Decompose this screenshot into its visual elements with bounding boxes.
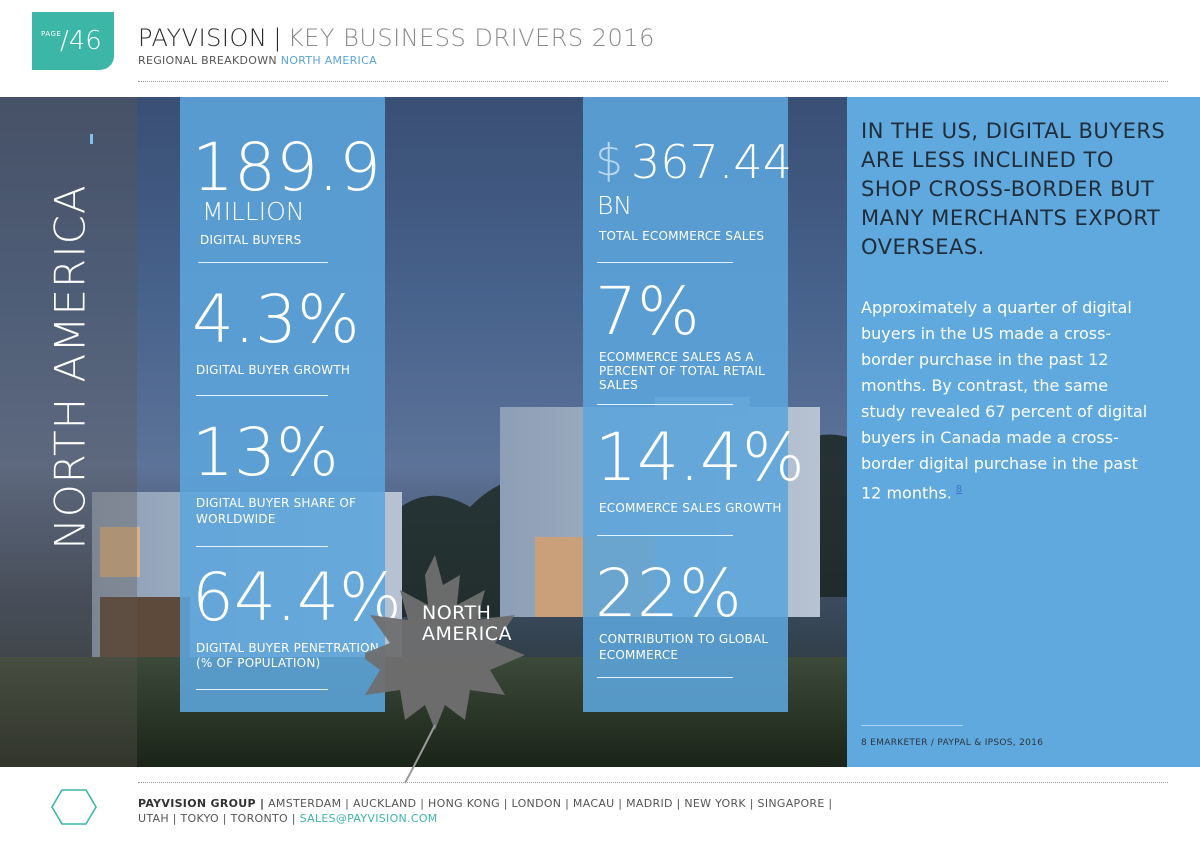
stat-currency: $	[595, 135, 623, 186]
footer-cities-1: AMSTERDAM | AUCKLAND | HONG KONG | LONDO…	[268, 797, 833, 810]
main-band: NORTH AMERICA 189.9 MILLION DIGITAL BUYE…	[0, 97, 1200, 784]
stat-divider	[196, 546, 328, 547]
stats-column-left: 189.9 MILLION DIGITAL BUYERS 4.3% DIGITA…	[180, 97, 402, 712]
stat-label: DIGITAL BUYER GROWTH	[196, 363, 351, 377]
footnote: 8 EMARKETER / PAYPAL & IPSOS, 2016	[861, 738, 1044, 748]
stat-label-line-1: DIGITAL BUYER SHARE OF	[196, 496, 357, 510]
stat-label-line-2: (% OF POPULATION)	[196, 656, 321, 670]
footer-cities-2: UTAH | TOKYO | TORONTO |	[138, 812, 296, 825]
stat-value: 367.44	[631, 135, 792, 189]
stat-unit: MILLION	[202, 197, 305, 226]
stat-label: DIGITAL BUYERS	[200, 233, 302, 247]
stat-value: 189.9	[192, 129, 381, 206]
footer-divider	[138, 782, 1168, 783]
stat-label-line-1: ECOMMERCE SALES AS A	[599, 350, 754, 364]
brand-name: PAYVISION	[138, 24, 268, 52]
stat-value: 14.4%	[595, 419, 805, 496]
maple-leaf-icon	[365, 555, 525, 784]
stat-value: 22%	[595, 555, 742, 632]
stat-label: TOTAL ECOMMERCE SALES	[599, 229, 765, 243]
breadcrumb-lead: REGIONAL BREAKDOWN	[138, 54, 277, 67]
stat-label-line-2: WORLDWIDE	[196, 512, 276, 526]
stat-value: 64.4%	[192, 559, 402, 636]
stat-value: 4.3%	[192, 281, 360, 358]
region-vertical-title: NORTH AMERICA	[45, 184, 95, 550]
footer-offices-line-1: PAYVISION GROUP | AMSTERDAM | AUCKLAND |…	[138, 797, 832, 810]
stat-divider	[597, 677, 733, 678]
breadcrumb-region: NORTH AMERICA	[280, 54, 377, 67]
page-word: PAGE	[41, 30, 62, 38]
footer-company: PAYVISION GROUP |	[138, 797, 265, 810]
title-accent-bar	[90, 134, 93, 144]
footnote-link[interactable]: 8	[955, 484, 963, 495]
page-title: PAYVISION | KEY BUSINESS DRIVERS 2016	[138, 24, 655, 52]
report-title: KEY BUSINESS DRIVERS 2016	[287, 24, 655, 52]
stat-label-line-1: DIGITAL BUYER PENETRATION	[196, 641, 379, 655]
leaf-label-line-2: AMERICA	[422, 623, 512, 645]
stat-label-line-1: CONTRIBUTION TO GLOBAL	[599, 632, 769, 646]
stat-label-line-3: SALES	[599, 378, 638, 392]
stat-divider	[196, 689, 328, 690]
stat-divider	[196, 395, 328, 396]
stat-unit: BN	[597, 191, 633, 220]
stat-value: 7%	[595, 273, 700, 350]
footer-email-link[interactable]: SALES@PAYVISION.COM	[299, 812, 438, 825]
header-divider	[138, 81, 1168, 82]
stats-column-right: $ 367.44 BN TOTAL ECOMMERCE SALES 7% ECO…	[583, 97, 805, 712]
footer-offices-line-2: UTAH | TOKYO | TORONTO | SALES@PAYVISION…	[138, 812, 438, 825]
insight-panel: IN THE US, DIGITAL BUYERS ARE LESS INCLI…	[847, 97, 1200, 767]
stat-value: 13%	[192, 414, 339, 491]
panel-body: Approximately a quarter of digital buyer…	[861, 298, 1148, 503]
page-number-tab: PAGE /46	[32, 12, 114, 70]
page-number: /46	[60, 26, 102, 56]
stat-divider	[597, 404, 733, 405]
stat-divider	[198, 262, 328, 263]
hexagon-logo-icon	[51, 789, 97, 825]
breadcrumb: REGIONAL BREAKDOWN NORTH AMERICA	[138, 54, 377, 67]
stat-divider	[597, 262, 733, 263]
stat-label-line-2: PERCENT OF TOTAL RETAIL	[599, 364, 766, 378]
stat-label-line-2: ECOMMERCE	[599, 648, 679, 662]
leaf-label-line-1: NORTH	[422, 602, 492, 624]
stat-divider	[597, 535, 733, 536]
left-strip	[0, 97, 137, 767]
stat-label: ECOMMERCE SALES GROWTH	[599, 501, 782, 515]
footnote-divider	[861, 725, 963, 726]
leaf-label: NORTH AMERICA	[422, 603, 512, 645]
panel-headline: IN THE US, DIGITAL BUYERS ARE LESS INCLI…	[861, 119, 1166, 259]
title-separator: |	[273, 24, 282, 52]
